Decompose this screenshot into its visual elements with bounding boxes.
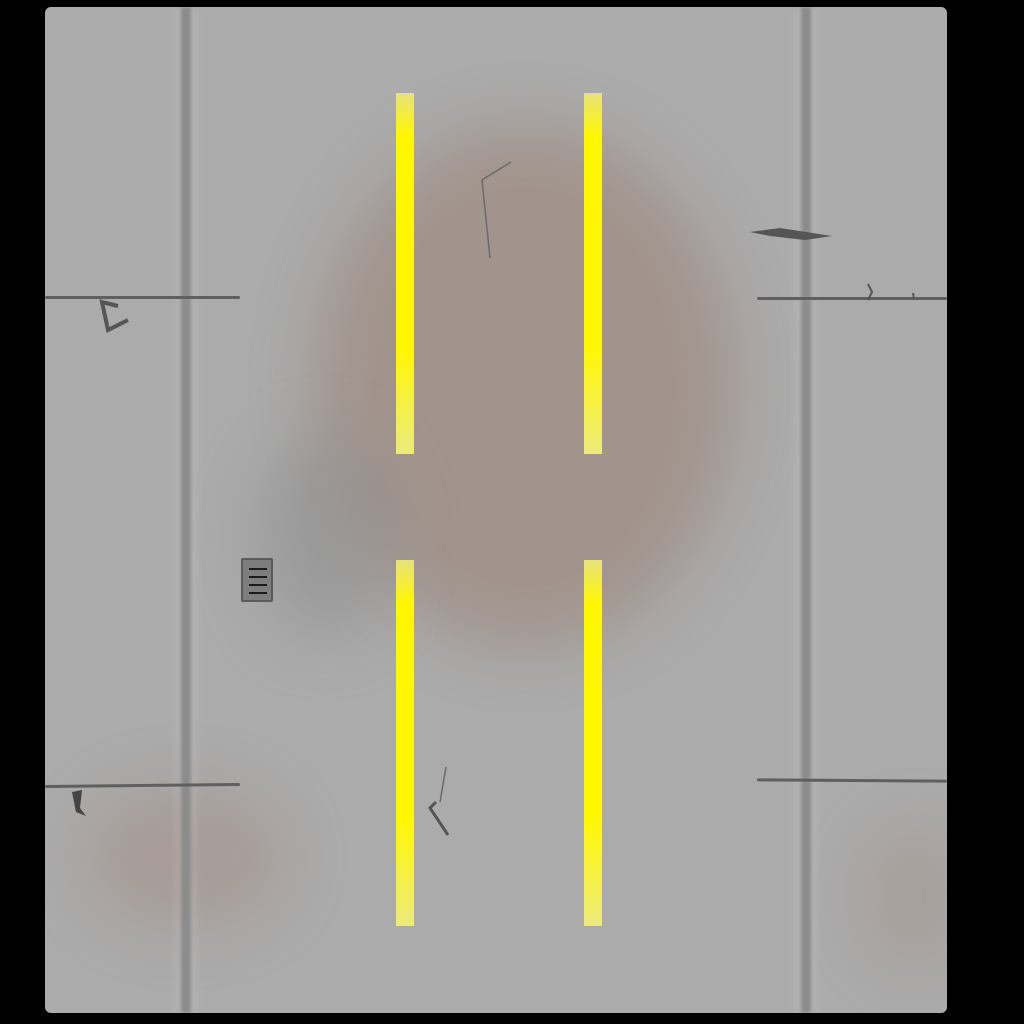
- debris-mark: [102, 302, 128, 330]
- debris-mark: [868, 284, 872, 300]
- debris-mark: [750, 228, 832, 240]
- thin-crack: [440, 767, 446, 802]
- debris-mark: [72, 790, 86, 816]
- thin-crack: [482, 162, 511, 258]
- debris-mark: [430, 802, 448, 835]
- debris-mark: [913, 293, 914, 299]
